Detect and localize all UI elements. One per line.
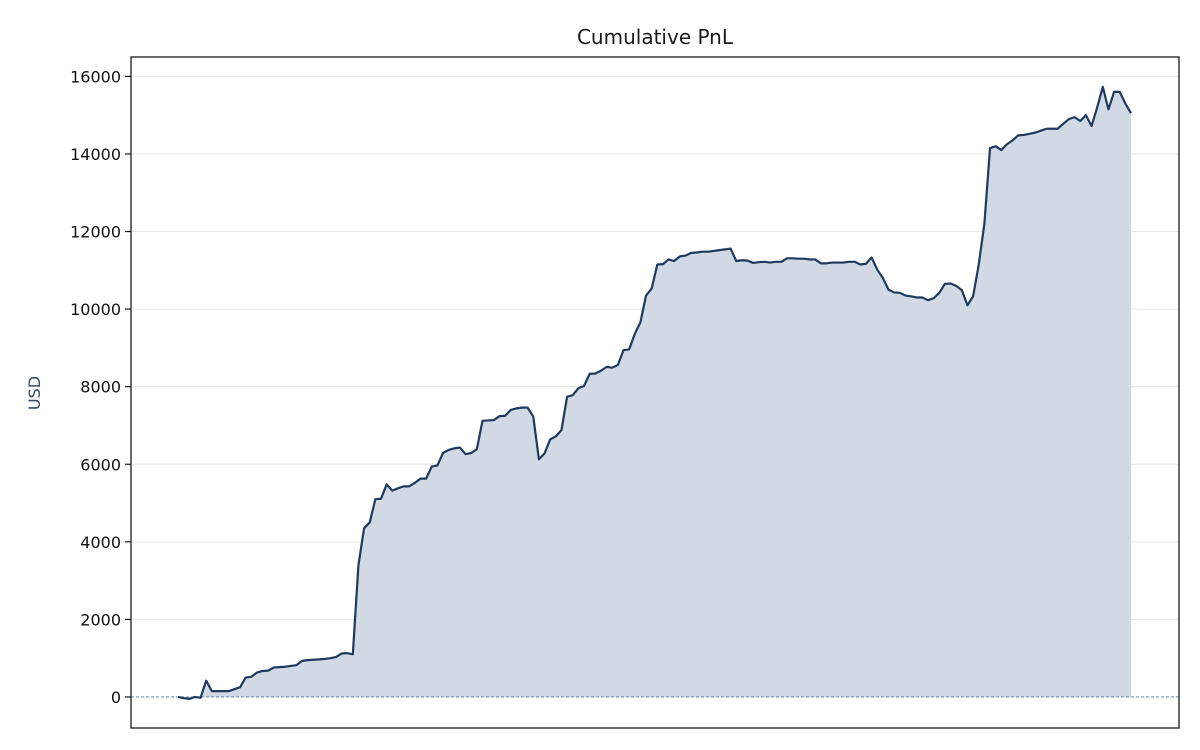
pnl-area-fill [178, 86, 1131, 699]
y-axis-label: USD [25, 376, 44, 410]
pnl-series-line [177, 85, 1132, 701]
chart-title: Cumulative PnL [577, 25, 734, 49]
y-tick-label: 4000 [80, 533, 121, 552]
y-tick-label: 16000 [70, 67, 121, 86]
y-tick-label: 8000 [80, 378, 121, 397]
y-tick-label: 0 [111, 688, 121, 707]
y-tick-label: 6000 [80, 455, 121, 474]
plot-frame [130, 56, 1180, 729]
y-tick-label: 14000 [70, 145, 121, 164]
y-tick-label: 12000 [70, 223, 121, 242]
y-tick-label: 2000 [80, 610, 121, 629]
y-axis: 0 2000 4000 6000 8000 10000 12000 14000 16000 [70, 67, 131, 707]
plot-area [131, 85, 1179, 701]
y-tick-label: 10000 [70, 300, 121, 319]
